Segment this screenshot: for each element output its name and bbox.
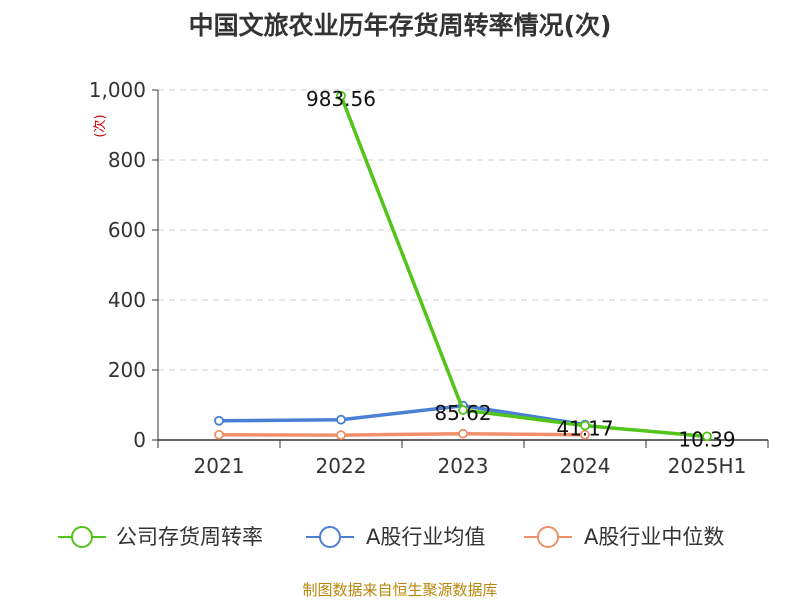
data-point [458,428,468,439]
data-point [458,405,468,415]
x-tick-label: 2023 [438,454,489,478]
x-tick-label: 2021 [194,454,245,478]
legend-label: A股行业均值 [366,525,485,549]
x-tick-label: 2022 [316,454,367,478]
data-label: 85.62 [434,401,491,425]
y-tick-label: 0 [133,428,146,452]
data-point [580,420,590,431]
data-label: 41.17 [556,417,613,441]
legend-label: A股行业中位数 [584,525,724,549]
legend-marker [537,526,559,548]
y-axis-label: (次) [92,114,108,137]
x-tick-label: 2024 [560,454,611,478]
data-labels: 983.56 85.62 41.17 10.39 [306,87,736,452]
data-point [214,415,224,426]
series-layer [214,90,712,442]
data-point [702,431,712,442]
series-3 [214,428,590,441]
series-2 [214,400,590,430]
data-label: 983.56 [306,87,376,111]
legend-marker [71,526,93,548]
y-tick-label: 600 [108,218,146,242]
series-line [218,403,586,427]
y-tick-label: 1,000 [89,78,146,102]
grid [158,89,768,371]
legend-item-2[interactable]: A股行业均值 [306,525,485,549]
data-point [336,90,346,101]
series-1 [336,90,712,442]
data-point [336,430,346,441]
legend-item-1[interactable]: 公司存货周转率 [58,525,263,549]
axes: 0 200 400 600 800 1,000 2021 2022 2023 2024 2025H1 [89,78,769,478]
legend-marker [319,526,341,548]
legend-label: 公司存货周转率 [116,525,263,549]
legend[interactable]: 公司存货周转率 A股行业均值 A股行业中位数 [58,525,724,549]
data-label: 10.39 [678,427,735,451]
data-point [336,414,346,425]
chart-title: 中国文旅农业历年存货周转率情况(次) [189,11,612,40]
legend-item-3[interactable]: A股行业中位数 [524,525,724,549]
y-tick-label: 800 [108,148,146,172]
data-point [214,429,224,440]
series-line [339,95,708,439]
source-note: 制图数据来自恒生聚源数据库 [302,581,497,599]
y-tick-label: 200 [108,358,146,382]
y-tick-label: 400 [108,288,146,312]
data-point [580,429,590,440]
x-tick-label: 2025H1 [668,454,747,478]
series-line [218,431,586,437]
